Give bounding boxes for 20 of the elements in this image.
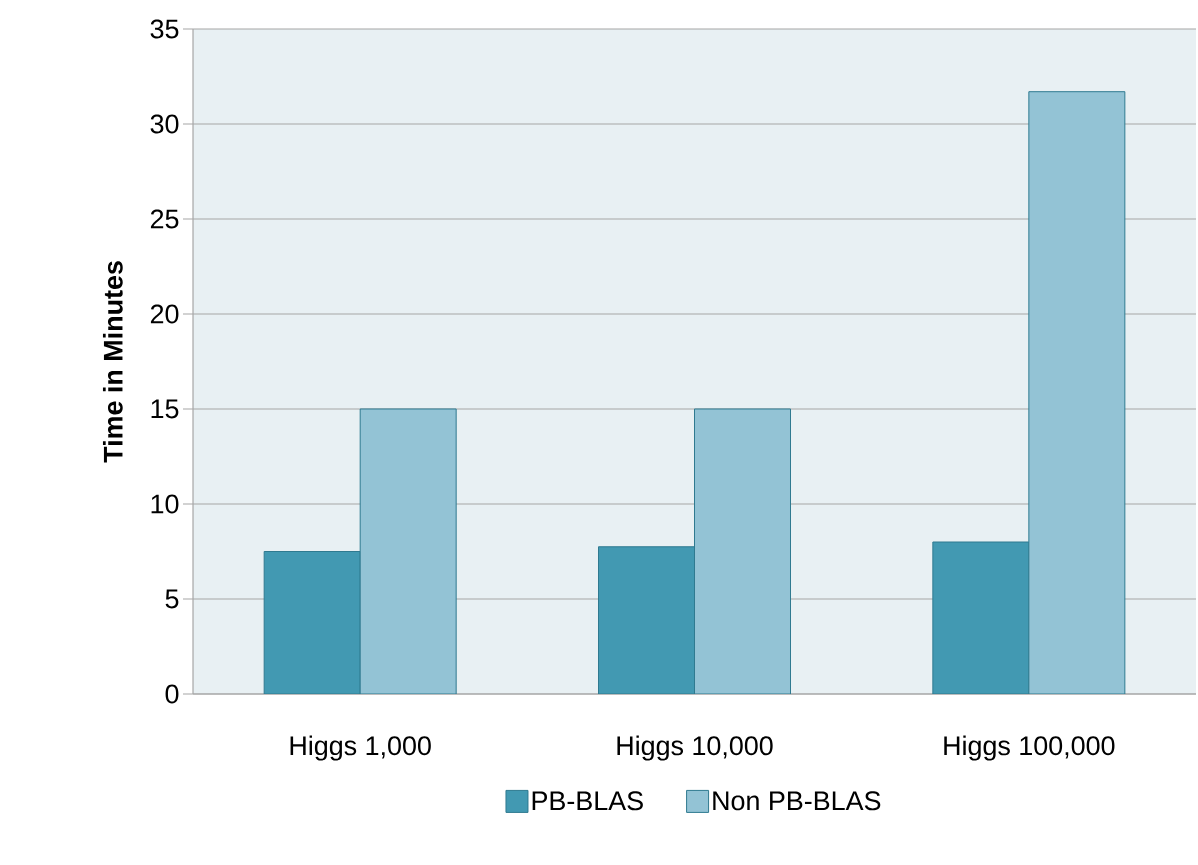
y-tick-label: 5	[165, 589, 179, 609]
bar	[359, 408, 457, 694]
y-tick-label: 10	[151, 494, 179, 514]
x-tick-label: Higgs 100,000	[944, 735, 1115, 761]
bar	[598, 546, 696, 694]
bar	[263, 551, 361, 694]
y-tick-label: 20	[150, 304, 179, 324]
x-tick-label: Higgs 1,000	[290, 735, 431, 761]
y-tick-label: 25	[150, 209, 179, 229]
bar	[694, 408, 792, 694]
y-tick-label: 30	[150, 114, 179, 134]
y-tick-label: 15	[151, 399, 179, 419]
x-tick-label: Higgs 10,000	[617, 735, 773, 761]
y-tick-label: 0	[165, 684, 179, 704]
bar	[1028, 91, 1126, 694]
legend-label: PB-BLAS	[532, 791, 643, 811]
legend-label: Non PB-BLAS	[713, 791, 881, 811]
bar	[932, 541, 1030, 694]
y-axis-title: Time in Minutes	[102, 261, 123, 463]
y-tick-label: 35	[150, 19, 179, 39]
